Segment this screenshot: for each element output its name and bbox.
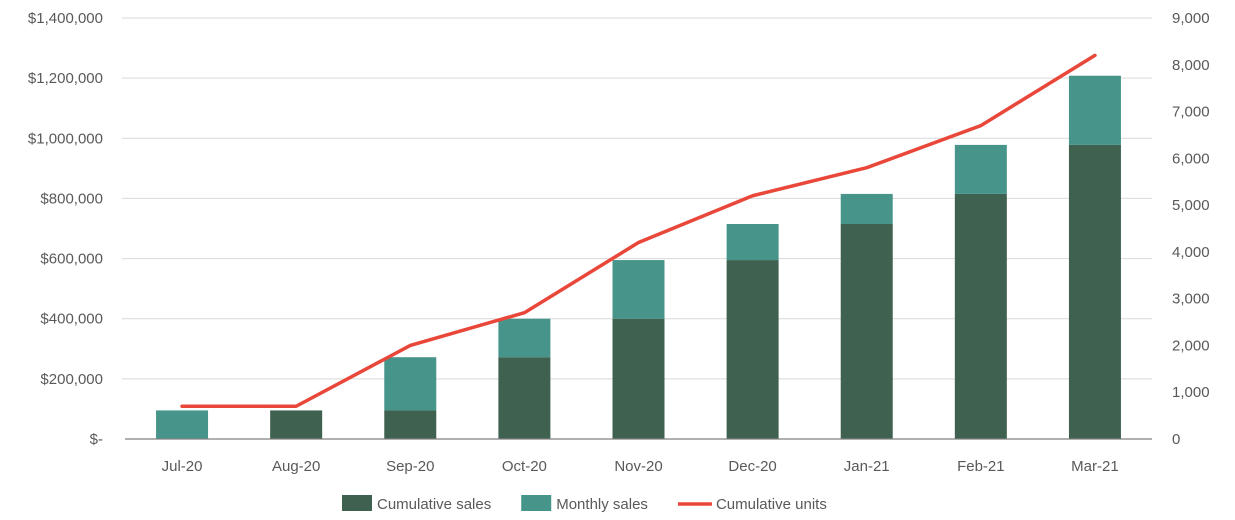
left-axis-tick-label: $1,000,000 [28, 130, 103, 147]
x-axis-tick-label: Feb-21 [957, 458, 1005, 475]
left-axis-tick-label: $600,000 [40, 251, 103, 268]
left-axis-tick-label: $1,200,000 [28, 70, 103, 87]
right-axis-tick-label: 8,000 [1172, 57, 1210, 74]
monthly-sales-legend-label: Monthly sales [556, 496, 648, 513]
cumulative-units-line-group [180, 53, 1097, 409]
gridlines [122, 17, 1152, 380]
x-axis-tick-label: Nov-20 [614, 458, 662, 475]
cumulative-sales-bar [954, 193, 1007, 439]
right-axis-tick-label: 3,000 [1172, 291, 1210, 308]
right-axis-tick-label: 6,000 [1172, 150, 1210, 167]
cumulative-sales-legend-label: Cumulative sales [377, 496, 491, 513]
monthly-sales-bar [384, 357, 437, 411]
right-axis-tick-label: 2,000 [1172, 337, 1210, 354]
x-axis-tick-label: Sep-20 [386, 458, 434, 475]
x-axis-tick-label: Dec-20 [728, 458, 776, 475]
monthly-sales-bar [726, 223, 779, 261]
left-axis-tick-label: $800,000 [40, 190, 103, 207]
left-axis-tick-label: $- [90, 431, 103, 448]
x-axis-tick-label: Oct-20 [502, 458, 547, 475]
cumulative-sales-bar [270, 410, 323, 439]
right-axis-tick-label: 9,000 [1172, 10, 1210, 27]
right-axis-tick-label: 7,000 [1172, 104, 1210, 121]
axes: $- $200,000 $400,000 $600,000 $800,000 $1,000… [28, 10, 1210, 475]
monthly-sales-bar [954, 144, 1007, 194]
cumulative-sales-bar [726, 260, 779, 439]
monthly-sales-bar [498, 318, 551, 358]
cumulative-sales-bar [612, 318, 665, 439]
right-axis-tick-label: 5,000 [1172, 197, 1210, 214]
monthly-sales-legend-swatch [521, 495, 552, 511]
x-axis-tick-label: Jan-21 [844, 458, 890, 475]
cumulative-sales-bar [498, 357, 551, 439]
cumulative-sales-bar [384, 410, 437, 439]
cumulative-units-line [180, 53, 1097, 409]
x-axis-tick-label: Jul-20 [162, 458, 203, 475]
monthly-sales-bar [840, 193, 893, 224]
right-axis-tick-label: 4,000 [1172, 244, 1210, 261]
right-axis-tick-label: 0 [1172, 431, 1180, 448]
legend: Cumulative sales Monthly sales Cumulative … [342, 495, 827, 513]
cumulative-sales-bar [1068, 144, 1121, 439]
cumulative-sales-legend-swatch [342, 495, 372, 511]
bars [156, 75, 1121, 439]
x-axis-tick-label: Mar-21 [1071, 458, 1119, 475]
left-axis-tick-label: $200,000 [40, 371, 103, 388]
left-axis-tick-label: $1,400,000 [28, 10, 103, 27]
monthly-sales-bar [1068, 75, 1121, 145]
cumulative-units-legend-label: Cumulative units [716, 496, 827, 513]
right-axis-tick-label: 1,000 [1172, 384, 1210, 401]
cumulative-sales-bar [840, 223, 893, 439]
monthly-sales-bar [612, 260, 665, 319]
monthly-sales-bar [156, 410, 209, 439]
x-axis-tick-label: Aug-20 [272, 458, 320, 475]
left-axis-tick-label: $400,000 [40, 311, 103, 328]
